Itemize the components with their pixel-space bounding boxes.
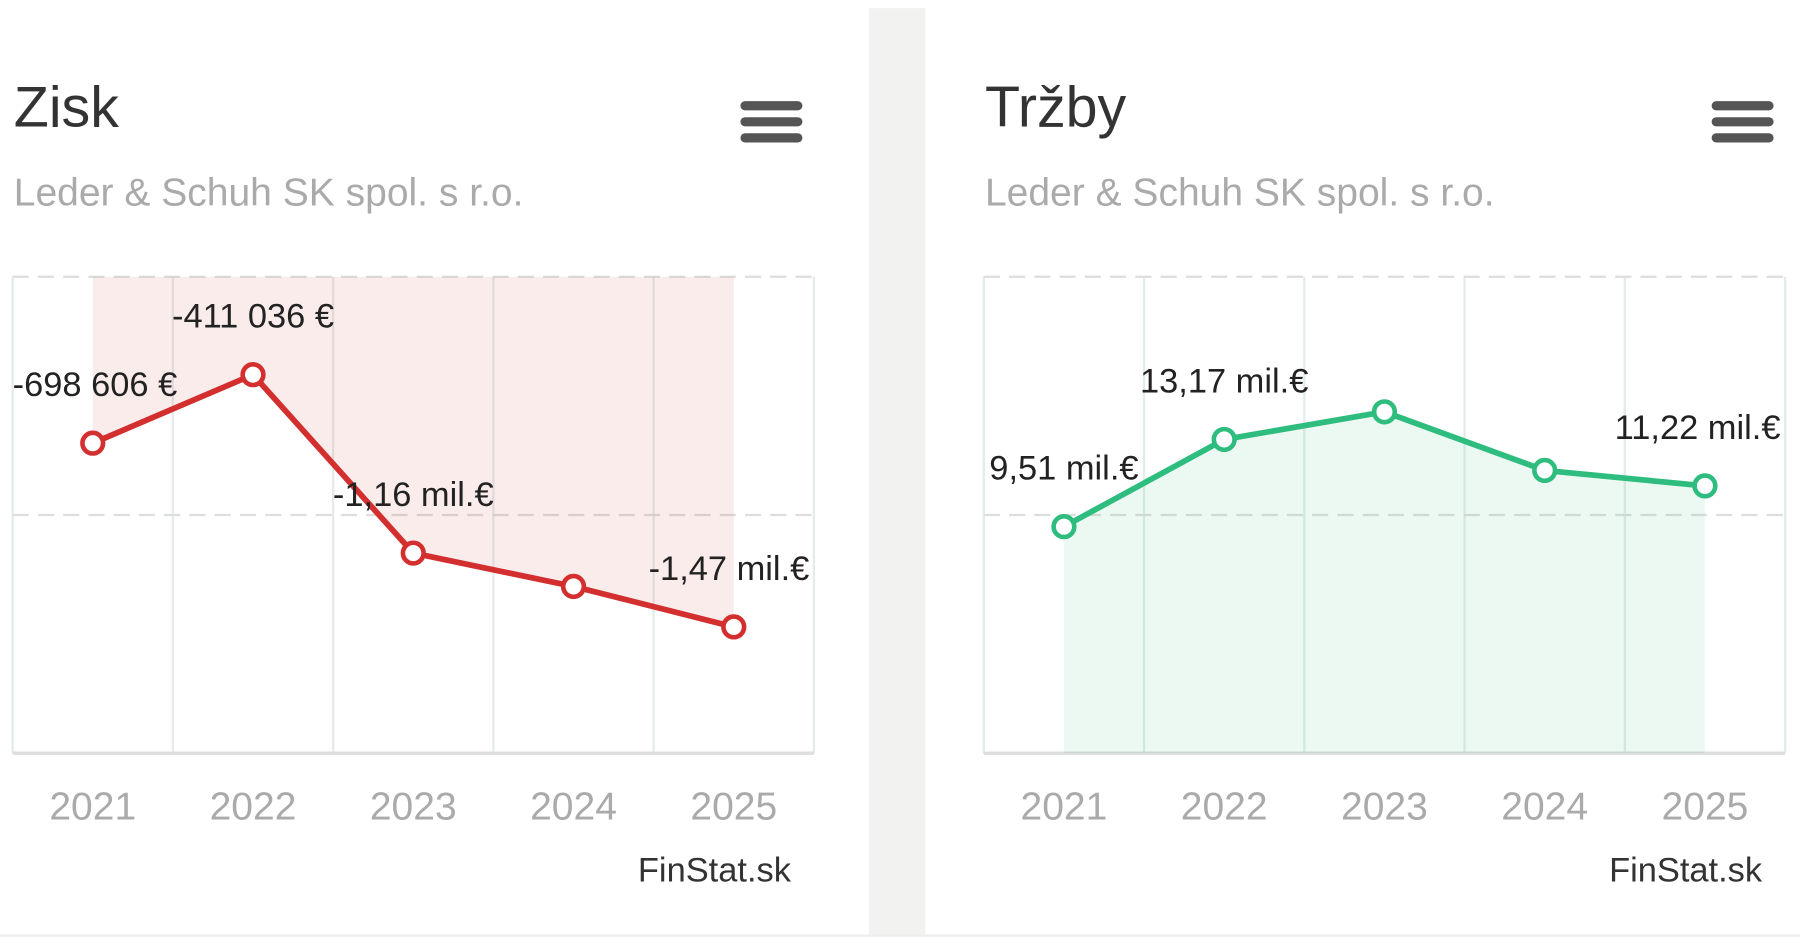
- data-label: -1,16 mil.€: [333, 476, 494, 514]
- data-label: 9,51 mil.€: [989, 449, 1138, 487]
- data-label: 11,22 mil.€: [1615, 409, 1781, 447]
- x-tick-label: 2021: [49, 786, 136, 829]
- credits[interactable]: FinStat.sk: [1609, 852, 1763, 890]
- point: [1532, 457, 1558, 484]
- x-tick-label: 2021: [1021, 786, 1108, 829]
- credits[interactable]: FinStat.sk: [638, 852, 792, 890]
- chart-title: Tržby: [985, 76, 1127, 140]
- point: [1211, 426, 1237, 453]
- chart-subtitle: Leder & Schuh SK spol. s r.o.: [985, 172, 1495, 215]
- point: [240, 362, 266, 388]
- point: [560, 573, 587, 600]
- menu-icon-bar[interactable]: [740, 117, 803, 127]
- menu-icon-bar[interactable]: [740, 133, 803, 143]
- separator: [869, 8, 926, 936]
- point: [1371, 399, 1398, 425]
- area-fill: [1063, 411, 1705, 754]
- x-tick-label: 2023: [370, 786, 457, 829]
- x-tick-label: 2024: [1501, 786, 1588, 829]
- menu-icon-bar[interactable]: [740, 101, 803, 111]
- point: [80, 430, 106, 456]
- menu-icon-bar[interactable]: [1711, 101, 1774, 111]
- menu-icon-bar[interactable]: [1711, 117, 1774, 127]
- menu-icon-bar[interactable]: [1711, 133, 1774, 143]
- x-tick-label: 2022: [210, 786, 297, 829]
- x-tick-label: 2025: [1662, 786, 1749, 829]
- x-tick-label: 2025: [690, 786, 777, 829]
- data-label: 13,17 mil.€: [1140, 362, 1308, 400]
- x-tick-label: 2023: [1341, 786, 1428, 829]
- point: [721, 614, 747, 640]
- point: [1692, 473, 1718, 499]
- x-tick-label: 2022: [1181, 786, 1268, 829]
- data-label: -411 036 €: [172, 298, 334, 336]
- data-label: -1,47 mil.€: [649, 550, 810, 588]
- x-tick-label: 2024: [530, 786, 617, 829]
- chart-title: Zisk: [14, 76, 119, 140]
- data-label: -698 606 €: [13, 366, 178, 404]
- point: [1051, 514, 1077, 540]
- point: [400, 540, 426, 566]
- chart-subtitle: Leder & Schuh SK spol. s r.o.: [14, 172, 524, 215]
